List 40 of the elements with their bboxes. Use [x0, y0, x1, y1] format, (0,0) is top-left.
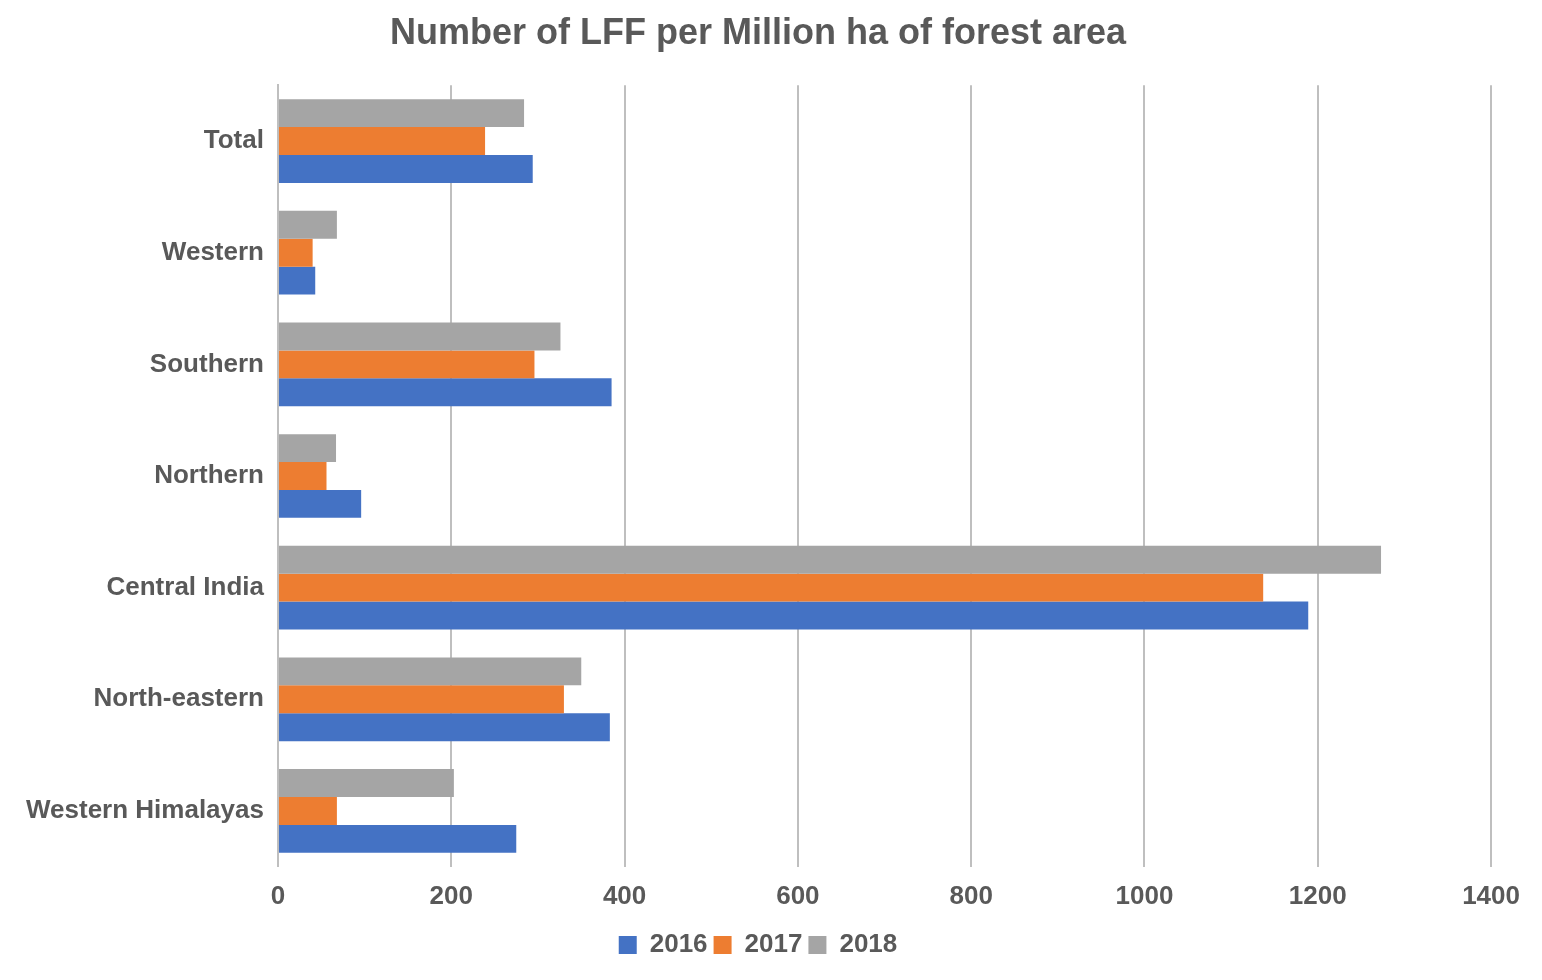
x-tick-label: 0 — [270, 879, 286, 910]
x-tick-label: 1200 — [1288, 879, 1347, 910]
bar — [278, 573, 1264, 602]
bar — [278, 322, 561, 351]
y-tick-label: Northern — [154, 459, 264, 490]
bar — [278, 685, 564, 714]
bar — [278, 462, 327, 490]
legend-label: 2018 — [839, 928, 898, 959]
y-tick-label: Total — [203, 124, 264, 155]
x-tick-label: 200 — [429, 879, 473, 910]
bar — [278, 350, 535, 379]
legend-label: 2017 — [744, 928, 803, 959]
y-tick-label: North-eastern — [93, 682, 264, 713]
bar — [278, 434, 337, 463]
x-tick-label: 400 — [602, 879, 647, 910]
bar — [278, 797, 337, 825]
x-tick-label: 600 — [776, 879, 820, 910]
y-tick-label: Western Himalayas — [25, 794, 264, 825]
bar — [278, 657, 582, 686]
bar — [278, 769, 454, 798]
bar — [278, 266, 316, 295]
x-tick-label: 1000 — [1115, 879, 1174, 910]
x-tick-label: 800 — [949, 879, 993, 910]
bar — [278, 154, 533, 183]
y-tick-label: Western — [161, 235, 264, 266]
bar — [278, 210, 337, 239]
bar — [278, 713, 610, 742]
bar — [278, 601, 1309, 630]
chart-title: Number of LFF per Million ha of forest area — [389, 10, 1128, 52]
bar — [278, 824, 517, 853]
bar — [278, 545, 1382, 574]
bar — [278, 127, 486, 155]
bar — [278, 489, 362, 518]
y-tick-label: Central India — [106, 570, 265, 601]
bar — [278, 99, 525, 128]
y-tick-label: Southern — [149, 347, 264, 378]
x-tick-label: 1400 — [1462, 879, 1520, 910]
bar — [278, 238, 313, 267]
bar — [278, 378, 612, 407]
legend-label: 2016 — [649, 928, 708, 959]
